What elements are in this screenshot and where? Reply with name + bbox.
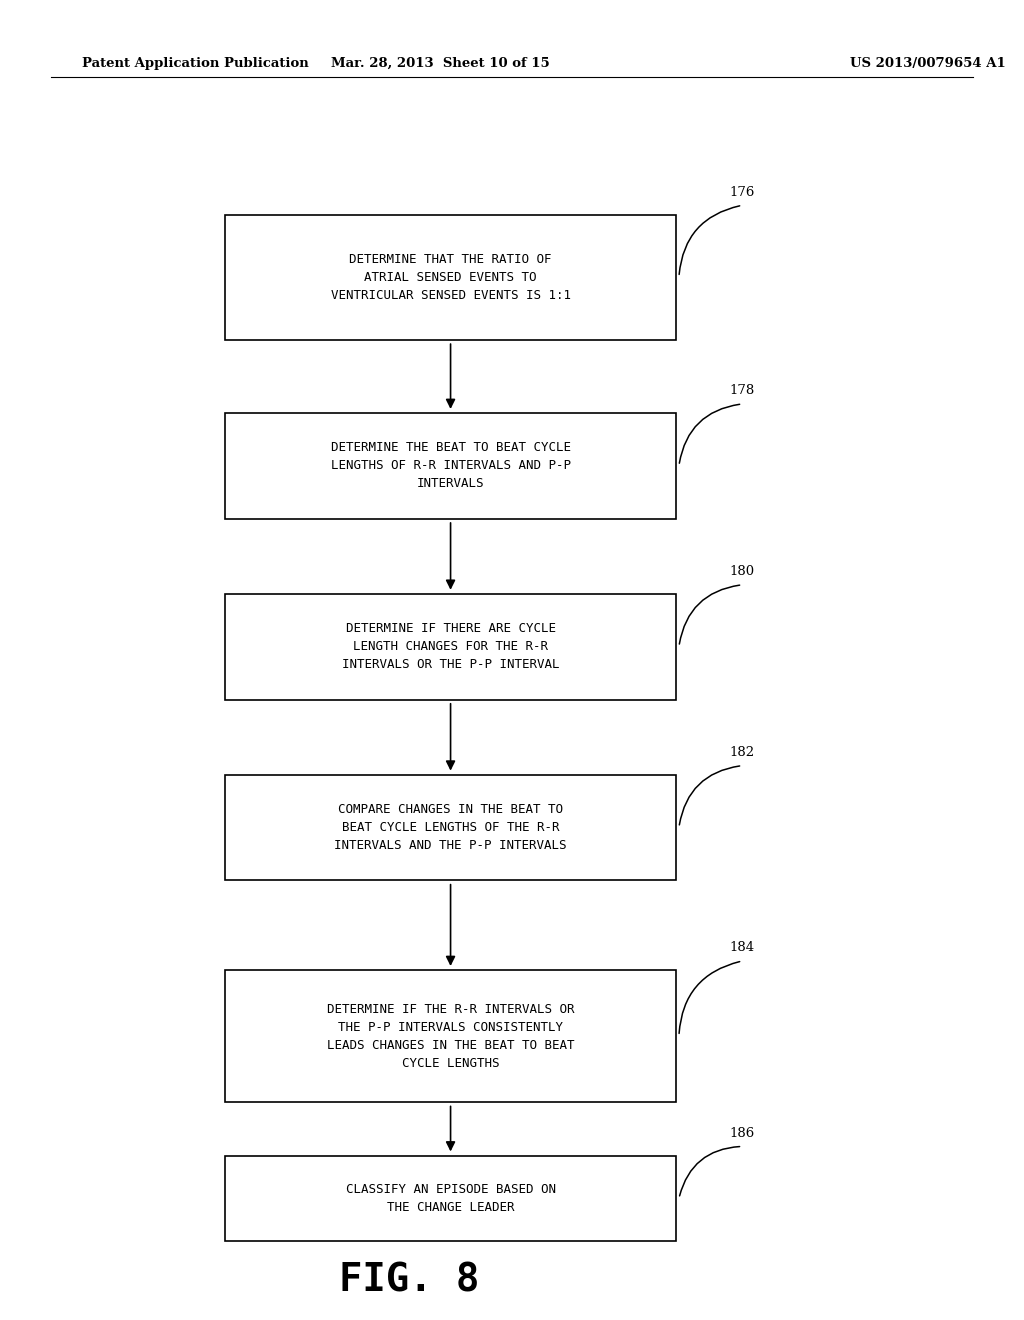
- Text: 180: 180: [730, 565, 755, 578]
- Text: DETERMINE THAT THE RATIO OF
ATRIAL SENSED EVENTS TO
VENTRICULAR SENSED EVENTS IS: DETERMINE THAT THE RATIO OF ATRIAL SENSE…: [331, 252, 570, 302]
- Text: 184: 184: [730, 941, 755, 954]
- FancyBboxPatch shape: [225, 214, 676, 339]
- Text: DETERMINE IF THERE ARE CYCLE
LENGTH CHANGES FOR THE R-R
INTERVALS OR THE P-P INT: DETERMINE IF THERE ARE CYCLE LENGTH CHAN…: [342, 622, 559, 672]
- Text: Mar. 28, 2013  Sheet 10 of 15: Mar. 28, 2013 Sheet 10 of 15: [331, 57, 550, 70]
- FancyBboxPatch shape: [225, 775, 676, 880]
- FancyBboxPatch shape: [225, 1156, 676, 1241]
- Text: CLASSIFY AN EPISODE BASED ON
THE CHANGE LEADER: CLASSIFY AN EPISODE BASED ON THE CHANGE …: [345, 1183, 556, 1214]
- Text: DETERMINE IF THE R-R INTERVALS OR
THE P-P INTERVALS CONSISTENTLY
LEADS CHANGES I: DETERMINE IF THE R-R INTERVALS OR THE P-…: [327, 1003, 574, 1069]
- Text: DETERMINE THE BEAT TO BEAT CYCLE
LENGTHS OF R-R INTERVALS AND P-P
INTERVALS: DETERMINE THE BEAT TO BEAT CYCLE LENGTHS…: [331, 441, 570, 491]
- Text: 182: 182: [730, 746, 755, 759]
- Text: US 2013/0079654 A1: US 2013/0079654 A1: [850, 57, 1006, 70]
- Text: 186: 186: [730, 1127, 755, 1139]
- Text: 176: 176: [730, 186, 755, 198]
- Text: 178: 178: [730, 384, 755, 397]
- FancyBboxPatch shape: [225, 594, 676, 700]
- Text: FIG. 8: FIG. 8: [340, 1262, 479, 1299]
- Text: COMPARE CHANGES IN THE BEAT TO
BEAT CYCLE LENGTHS OF THE R-R
INTERVALS AND THE P: COMPARE CHANGES IN THE BEAT TO BEAT CYCL…: [334, 803, 567, 853]
- FancyBboxPatch shape: [225, 970, 676, 1102]
- Text: Patent Application Publication: Patent Application Publication: [82, 57, 308, 70]
- FancyBboxPatch shape: [225, 413, 676, 519]
